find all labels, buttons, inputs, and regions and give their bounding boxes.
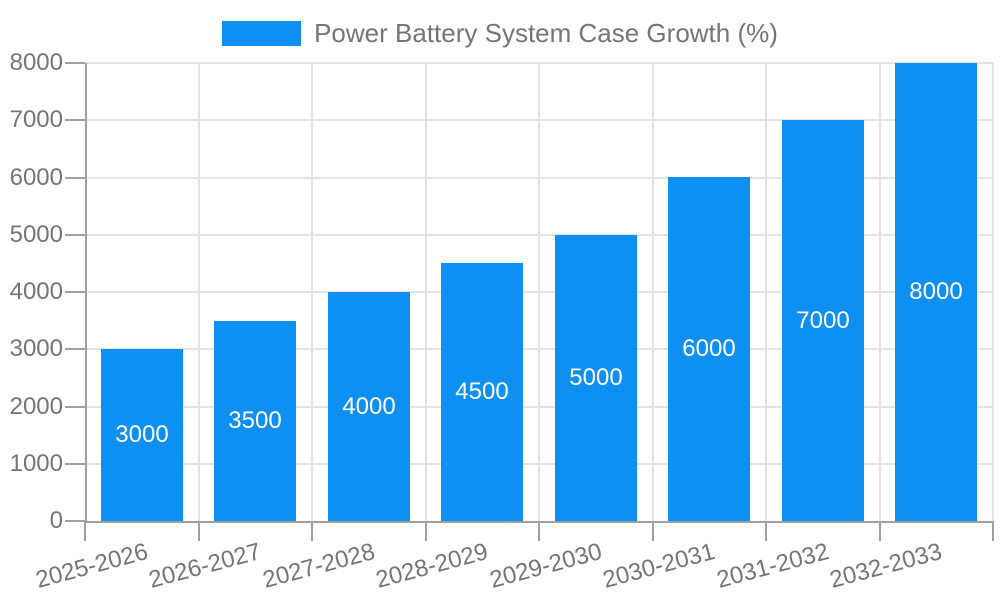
y-axis-tick-label: 6000 [9, 164, 63, 191]
bar-2026-2027[interactable]: 3500 [214, 321, 296, 521]
y-axis-tick [65, 520, 85, 522]
x-axis-category-label: 2026-2027 [146, 538, 264, 594]
y-axis-tick [65, 348, 85, 350]
x-axis-category-label: 2032-2033 [827, 538, 945, 594]
y-axis-tick-label: 0 [49, 507, 63, 534]
y-axis-line [85, 63, 87, 523]
bar-2032-2033[interactable]: 8000 [895, 63, 977, 521]
gridline-vertical [311, 63, 313, 521]
x-axis-tick [198, 521, 200, 541]
bar-2027-2028[interactable]: 4000 [328, 292, 410, 521]
x-axis-tick [311, 521, 313, 541]
y-axis-tick-label: 5000 [9, 221, 63, 248]
bar-value-label: 7000 [796, 306, 850, 334]
x-axis-category-label: 2027-2028 [260, 538, 378, 594]
gridline-vertical [538, 63, 540, 521]
gridline-vertical [652, 63, 654, 521]
y-axis-tick [65, 291, 85, 293]
x-axis-tick [652, 521, 654, 541]
bar-value-label: 5000 [569, 364, 623, 391]
gridline-vertical [992, 63, 994, 521]
bar-2028-2029[interactable]: 4500 [441, 263, 523, 521]
bar-value-label: 4500 [455, 378, 509, 405]
gridline-vertical [879, 63, 881, 521]
x-axis-category-label: 2031-2032 [714, 538, 832, 594]
bar-value-label: 3500 [228, 407, 282, 434]
legend-item[interactable]: Power Battery System Case Growth (%) [0, 18, 1000, 49]
y-axis-tick-label: 3000 [9, 335, 63, 362]
y-axis-tick [65, 177, 85, 179]
y-axis-tick [65, 463, 85, 465]
bar-value-label: 3000 [115, 421, 169, 448]
x-axis-category-label: 2029-2030 [487, 538, 605, 594]
legend-label: Power Battery System Case Growth (%) [314, 18, 778, 48]
y-axis-tick-label: 8000 [9, 49, 63, 76]
y-axis-tick-label: 1000 [9, 450, 63, 477]
y-axis-tick-label: 2000 [9, 393, 63, 420]
x-axis-category-label: 2028-2029 [373, 538, 491, 594]
y-axis-tick-label: 4000 [9, 278, 63, 305]
bar-2025-2026[interactable]: 3000 [101, 349, 183, 521]
bar-2029-2030[interactable]: 5000 [555, 235, 637, 521]
x-axis-tick [765, 521, 767, 541]
x-axis-category-label: 2025-2026 [33, 538, 151, 594]
y-axis-tick [65, 234, 85, 236]
y-axis-tick [65, 119, 85, 121]
legend-swatch-icon [222, 21, 302, 46]
bar-2031-2032[interactable]: 7000 [782, 120, 864, 521]
y-axis-tick [65, 406, 85, 408]
bar-2030-2031[interactable]: 6000 [668, 177, 750, 521]
x-axis-tick [84, 521, 86, 541]
gridline-vertical [765, 63, 767, 521]
bar-value-label: 8000 [909, 278, 963, 305]
x-axis-tick [538, 521, 540, 541]
y-axis-tick-label: 7000 [9, 106, 63, 133]
bar-value-label: 4000 [342, 392, 396, 420]
y-axis-tick [65, 62, 85, 64]
x-axis-tick [992, 521, 994, 541]
x-axis-category-label: 2030-2031 [600, 538, 718, 594]
bar-value-label: 6000 [682, 335, 736, 362]
x-axis-tick [425, 521, 427, 541]
x-axis-tick [879, 521, 881, 541]
gridline-vertical [425, 63, 427, 521]
gridline-vertical [198, 63, 200, 521]
